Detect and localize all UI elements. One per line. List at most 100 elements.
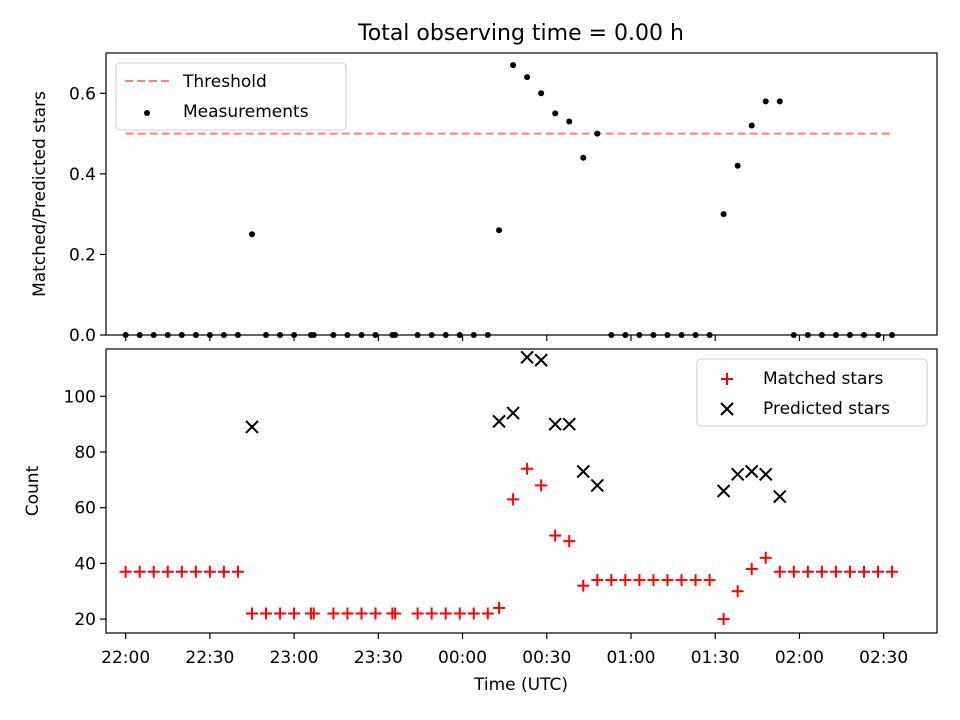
matched-star-point bbox=[493, 601, 506, 614]
matched-star-point bbox=[759, 551, 772, 564]
matched-star-point bbox=[787, 565, 800, 578]
matched-star-point bbox=[731, 585, 744, 598]
bottom-y-tick-label: 80 bbox=[74, 443, 96, 463]
matched-star-point bbox=[369, 607, 382, 620]
matched-star-point bbox=[307, 607, 320, 620]
x-tick-label: 00:30 bbox=[522, 648, 571, 668]
predicted-star-point bbox=[548, 417, 562, 431]
matched-star-point bbox=[425, 607, 438, 620]
top-y-axis-label: Matched/Predicted stars bbox=[30, 91, 50, 297]
matched-star-point bbox=[535, 479, 548, 492]
measurement-point bbox=[496, 227, 503, 234]
x-tick-label: 01:30 bbox=[691, 648, 740, 668]
measurement-point bbox=[734, 162, 741, 169]
measurement-point bbox=[538, 90, 545, 97]
matched-star-point bbox=[647, 574, 660, 587]
matched-star-point bbox=[886, 565, 899, 578]
matched-star-point bbox=[439, 607, 452, 620]
matched-star-point bbox=[119, 565, 132, 578]
predicted-star-point bbox=[492, 414, 506, 429]
matched-star-point bbox=[467, 607, 480, 620]
measurement-point bbox=[776, 98, 783, 105]
matched-star-point bbox=[717, 613, 730, 626]
measurement-point bbox=[580, 154, 587, 161]
matched-star-point bbox=[288, 607, 301, 620]
matched-star-point bbox=[563, 535, 576, 548]
predicted-star-point bbox=[562, 417, 576, 431]
measurement-point bbox=[594, 130, 601, 137]
measurement-point bbox=[524, 74, 531, 81]
legend-measurements-label: Measurements bbox=[183, 102, 309, 122]
top-y-tick-label: 0.4 bbox=[69, 165, 96, 185]
matched-star-point bbox=[661, 574, 674, 587]
predicted-star-point bbox=[520, 350, 534, 365]
chart-title: Total observing time = 0.00 h bbox=[357, 21, 684, 46]
top-legend: Threshold Measurements bbox=[115, 62, 347, 131]
matched-star-point bbox=[203, 565, 216, 578]
x-tick-label: 00:00 bbox=[438, 648, 487, 668]
bottom-y-tick-label: 20 bbox=[74, 610, 96, 630]
matched-star-point bbox=[260, 607, 273, 620]
matched-star-point bbox=[591, 574, 604, 587]
measurement-point bbox=[510, 62, 517, 69]
predicted-star-point bbox=[506, 406, 520, 420]
matched-star-point bbox=[389, 607, 402, 620]
legend-predicted-marker bbox=[720, 402, 734, 416]
legend-matched-label: Matched stars bbox=[763, 369, 883, 389]
x-tick-label: 22:30 bbox=[185, 648, 234, 668]
matched-star-point bbox=[175, 565, 188, 578]
predicted-star-point bbox=[534, 353, 548, 367]
top-y-tick-label: 0.6 bbox=[69, 84, 96, 104]
matched-star-point bbox=[872, 565, 885, 578]
predicted-star-point bbox=[576, 464, 590, 479]
legend-matched-marker bbox=[721, 373, 733, 385]
matched-star-point bbox=[619, 574, 632, 587]
legend-measurements-marker bbox=[144, 110, 150, 116]
matched-star-point bbox=[633, 574, 646, 587]
predicted-star-point bbox=[745, 464, 759, 479]
x-tick-label: 23:30 bbox=[354, 648, 403, 668]
bottom-y-tick-label: 60 bbox=[74, 499, 96, 519]
predicted-star-point bbox=[716, 484, 731, 498]
matched-star-point bbox=[549, 529, 562, 542]
legend-predicted-label: Predicted stars bbox=[763, 399, 890, 419]
top-panel: 0.0 0.2 0.4 0.6 Matched/Predicted stars Thr… bbox=[30, 52, 938, 346]
measurement-point bbox=[720, 211, 727, 218]
top-y-tick-label: 0.0 bbox=[69, 326, 96, 346]
matched-star-point bbox=[675, 574, 688, 587]
matched-star-point bbox=[507, 493, 520, 506]
measurement-point bbox=[762, 98, 769, 105]
matched-star-point bbox=[829, 565, 842, 578]
matched-star-point bbox=[231, 565, 244, 578]
bottom-legend: Matched stars Predicted stars bbox=[696, 358, 928, 427]
matched-star-point bbox=[577, 579, 590, 592]
predicted-star-point bbox=[730, 467, 745, 482]
measurement-point bbox=[248, 231, 255, 238]
x-tick-label: 02:00 bbox=[775, 648, 824, 668]
matched-star-point bbox=[411, 607, 424, 620]
matched-star-point bbox=[274, 607, 287, 620]
predicted-star-point bbox=[590, 478, 605, 493]
bottom-y-tick-label: 40 bbox=[74, 554, 96, 574]
matched-star-point bbox=[481, 607, 494, 620]
matched-star-point bbox=[245, 607, 258, 620]
measurement-point bbox=[552, 110, 559, 117]
predicted-star-point bbox=[245, 420, 259, 434]
predicted-star-point bbox=[773, 489, 787, 504]
x-axis-label: Time (UTC) bbox=[473, 675, 568, 695]
matched-star-point bbox=[161, 565, 174, 578]
matched-star-point bbox=[843, 565, 856, 578]
bottom-y-axis-label: Count bbox=[23, 465, 43, 516]
matched-star-point bbox=[703, 574, 716, 587]
matched-star-point bbox=[858, 565, 871, 578]
matched-star-point bbox=[355, 607, 368, 620]
matched-star-point bbox=[745, 562, 758, 575]
matched-star-point bbox=[133, 565, 146, 578]
matched-star-point bbox=[341, 607, 354, 620]
matched-star-point bbox=[217, 565, 230, 578]
matched-star-point bbox=[453, 607, 466, 620]
bottom-panel: 20 40 60 80 100 22:00 22:30 23:00 23:30 00:00 00:… bbox=[23, 348, 938, 695]
measurement-point bbox=[566, 118, 573, 125]
matched-star-point bbox=[521, 462, 534, 475]
